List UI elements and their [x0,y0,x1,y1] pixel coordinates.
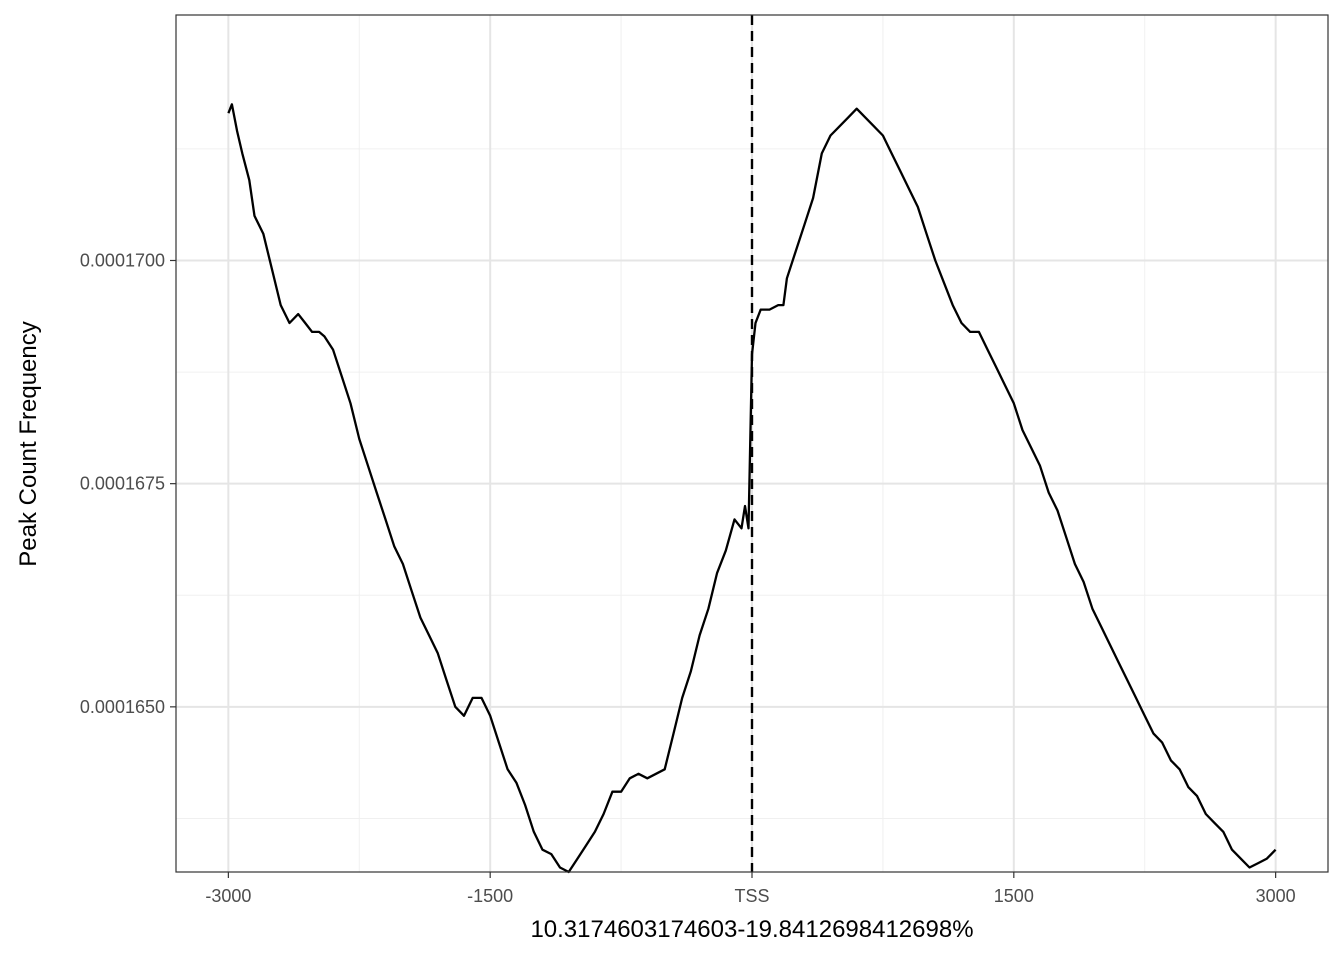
x-axis-title: 10.3174603174603-19.8412698412698% [530,916,973,943]
x-tick-label-4: 3000 [1256,886,1296,906]
x-axis-ticks: -3000 -1500 TSS 1500 3000 [205,872,1296,906]
series-line [227,103,1277,874]
x-tick-label-2: TSS [734,886,769,906]
y-axis-ticks: 0.0001650 0.0001675 0.0001700 [80,250,176,717]
x-tick-label-0: -3000 [205,886,251,906]
y-tick-label-0: 0.0001650 [80,697,165,717]
y-tick-label-2: 0.0001700 [80,250,165,270]
x-tick-label-1: -1500 [467,886,513,906]
y-axis-title: Peak Count Frequency [15,321,42,566]
x-tick-label-3: 1500 [994,886,1034,906]
y-tick-label-1: 0.0001675 [80,474,165,494]
